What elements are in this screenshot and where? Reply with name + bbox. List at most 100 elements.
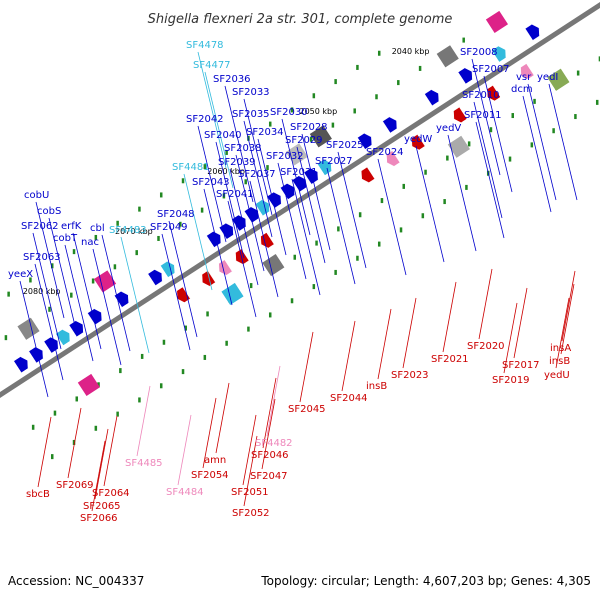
gene-label: SF2036 bbox=[213, 74, 251, 85]
leader-line bbox=[555, 297, 570, 369]
gene-label: insB bbox=[366, 381, 387, 392]
leader-line bbox=[291, 178, 321, 296]
gene-arrow bbox=[235, 248, 250, 265]
scale-tick bbox=[312, 284, 316, 290]
gene-block bbox=[447, 135, 470, 158]
gene-label: SF4483 bbox=[109, 225, 147, 236]
leader-line bbox=[266, 365, 281, 437]
scale-tick bbox=[377, 50, 381, 56]
leader-line bbox=[48, 217, 78, 335]
gene-label: erfK bbox=[61, 221, 82, 232]
scale-tick bbox=[446, 155, 449, 161]
leader-line bbox=[136, 385, 151, 457]
scale-tick bbox=[380, 198, 384, 204]
leader-line bbox=[177, 414, 192, 486]
gene-arrow bbox=[524, 23, 540, 41]
leader-line bbox=[168, 220, 198, 338]
leader-line bbox=[101, 234, 131, 352]
gene-label: SF2065 bbox=[83, 501, 121, 512]
scale-tick bbox=[467, 141, 471, 147]
leader-line bbox=[475, 121, 505, 239]
gene-arrow bbox=[303, 167, 319, 185]
scale-tick bbox=[552, 128, 555, 134]
gene-label: SF4485 bbox=[125, 458, 163, 469]
leader-line bbox=[229, 168, 259, 286]
leader-line bbox=[161, 233, 191, 351]
scale-tick bbox=[356, 64, 359, 70]
gene-arrow bbox=[206, 231, 222, 248]
gene-label: SF2048 bbox=[157, 209, 195, 220]
leader-line bbox=[402, 297, 417, 369]
scale-tick bbox=[268, 312, 272, 318]
gene-arrow bbox=[113, 290, 129, 308]
gene-label: SF2049 bbox=[150, 222, 188, 233]
scale-tick bbox=[138, 397, 141, 403]
scale-tick bbox=[511, 113, 514, 119]
gene-label: yedI bbox=[537, 72, 558, 83]
scale-tick bbox=[576, 70, 580, 76]
scale-tick bbox=[334, 269, 337, 275]
scale-tick bbox=[530, 142, 534, 148]
genome-backbone bbox=[0, 2, 600, 398]
gene-block bbox=[77, 373, 100, 397]
gene-arrow bbox=[382, 116, 398, 134]
leader-line bbox=[377, 158, 407, 276]
leader-line bbox=[91, 440, 106, 512]
leader-line bbox=[447, 134, 477, 252]
leader-line bbox=[215, 382, 230, 454]
gene-label: SF2046 bbox=[251, 450, 289, 461]
leader-line bbox=[235, 154, 265, 272]
gene-label: SF2041 bbox=[216, 189, 254, 200]
gene-arrow bbox=[176, 286, 191, 303]
scale-tick bbox=[140, 353, 144, 359]
gene-arrow bbox=[13, 356, 29, 374]
gene-block bbox=[17, 317, 40, 340]
scale-tick bbox=[135, 250, 138, 256]
gene-block bbox=[285, 143, 308, 166]
scale-tick bbox=[595, 99, 599, 105]
gene-label: nac bbox=[81, 237, 99, 248]
scale-tick bbox=[72, 439, 76, 445]
leader-line bbox=[64, 244, 94, 362]
map-title: Shigella flexneri 2a str. 301, complete … bbox=[148, 12, 453, 27]
gene-label: SF2054 bbox=[191, 470, 229, 481]
scale-tick bbox=[375, 94, 378, 100]
scale-tick bbox=[418, 65, 422, 71]
scale-tick bbox=[7, 291, 10, 297]
leader-line bbox=[281, 118, 311, 236]
scale-tick bbox=[48, 306, 51, 312]
scale-tick bbox=[424, 169, 427, 175]
gene-label: SF2051 bbox=[231, 487, 269, 498]
scale-tick bbox=[337, 226, 340, 232]
leader-line bbox=[483, 75, 513, 193]
leader-line bbox=[326, 167, 356, 285]
gene-label: SF2007 bbox=[472, 64, 510, 75]
gene-label: cobS bbox=[37, 206, 61, 217]
gene-arrow bbox=[386, 150, 401, 167]
scale-tick bbox=[91, 278, 95, 284]
gene-label: yedV bbox=[436, 123, 461, 134]
gene-label: SF2029 bbox=[285, 135, 323, 146]
gene-arrow bbox=[491, 45, 507, 63]
gene-arrow bbox=[424, 89, 440, 107]
gene-label: SF2034 bbox=[246, 127, 284, 138]
scale-tick bbox=[70, 292, 73, 298]
scale-tick bbox=[533, 98, 536, 104]
gene-arrow bbox=[453, 106, 468, 124]
gene-label: SF2052 bbox=[232, 508, 270, 519]
leader-line bbox=[35, 201, 65, 319]
scale-label: 2040 kbp bbox=[392, 47, 430, 56]
leader-line bbox=[34, 263, 64, 381]
gene-label: SF2020 bbox=[467, 341, 505, 352]
gene-label: SF2037 bbox=[238, 169, 276, 180]
gene-label: SF2031 bbox=[280, 167, 318, 178]
gene-label: SF2028 bbox=[290, 122, 328, 133]
scale-tick bbox=[222, 193, 226, 199]
leader-line bbox=[92, 248, 122, 366]
scale-tick bbox=[4, 335, 8, 341]
leader-line bbox=[72, 232, 102, 350]
leader-line bbox=[94, 428, 109, 500]
gene-label: yedU bbox=[544, 370, 570, 381]
scale-tick bbox=[315, 240, 318, 246]
gene-arrow bbox=[520, 63, 535, 80]
